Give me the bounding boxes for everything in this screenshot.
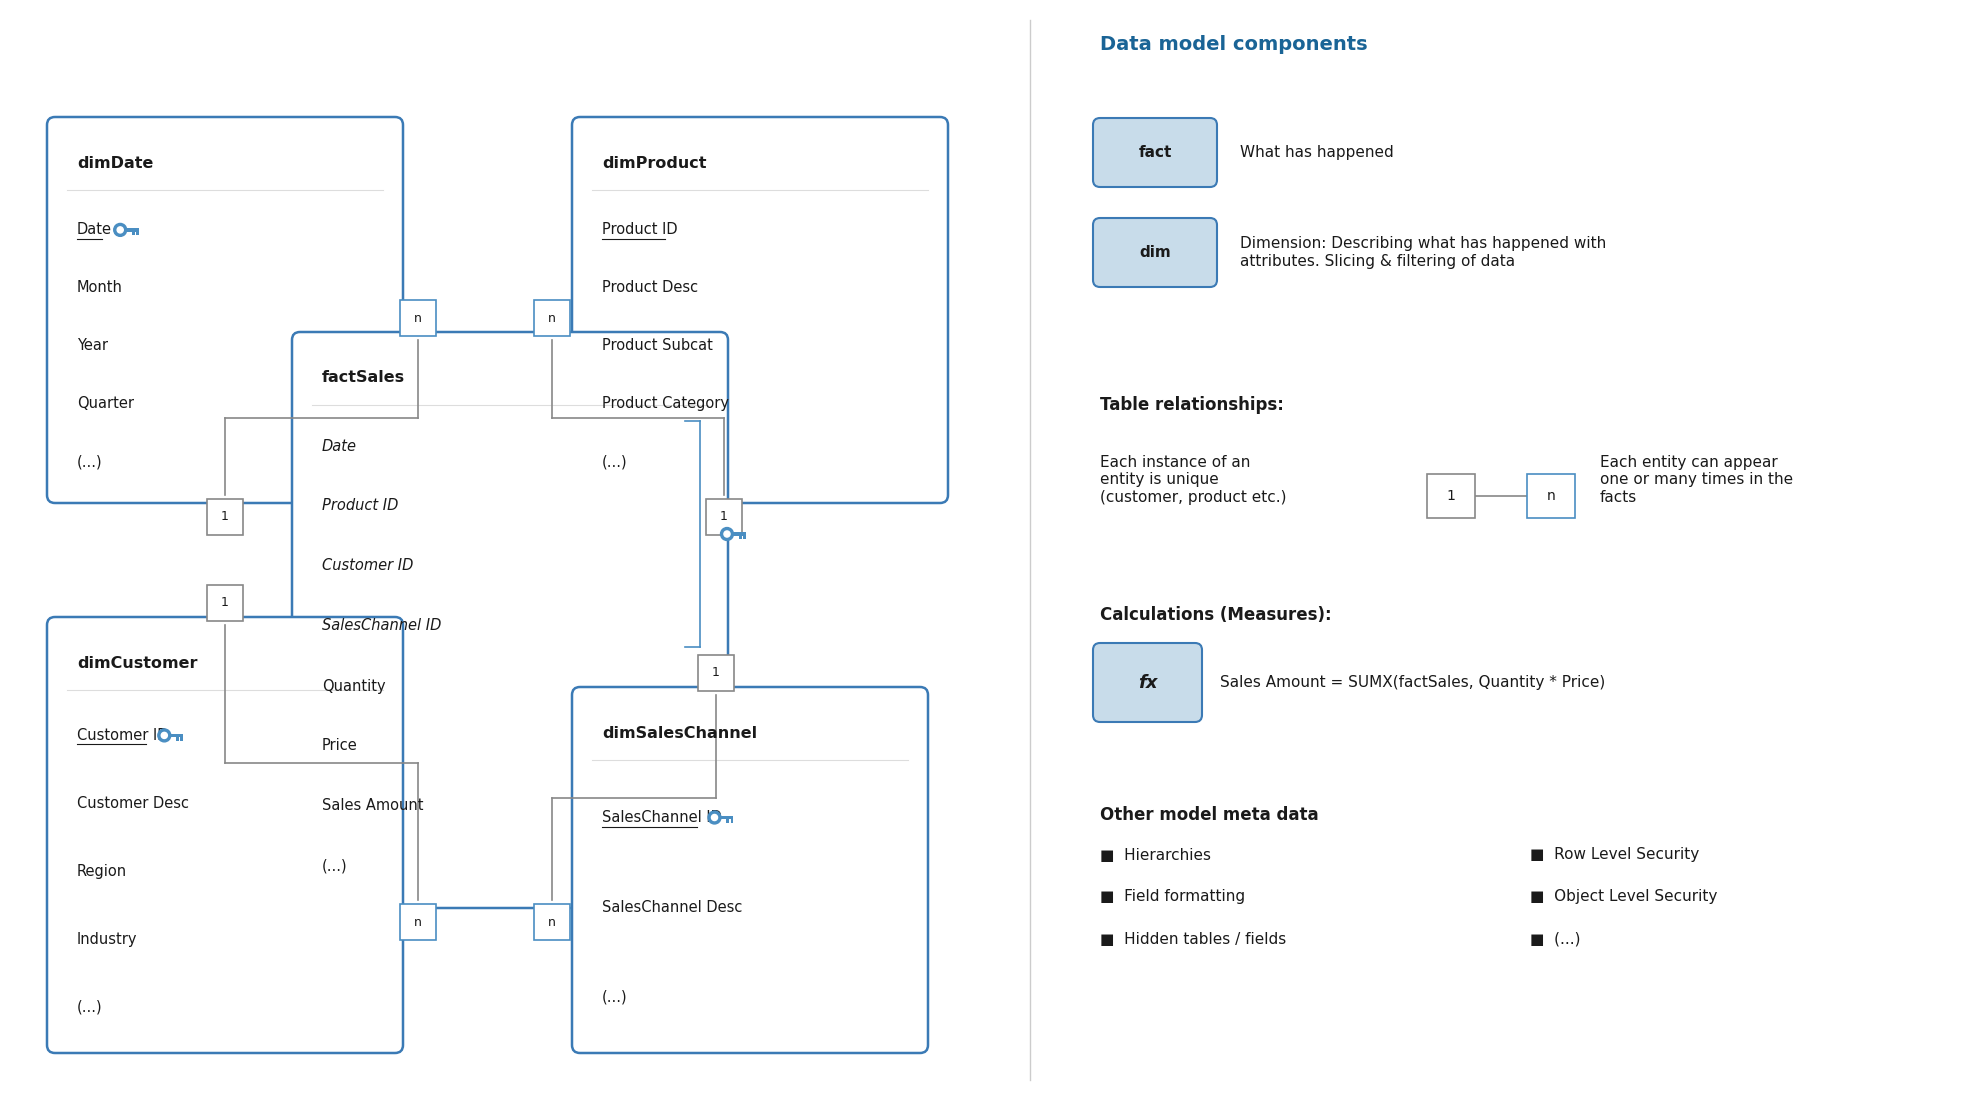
FancyBboxPatch shape [1092,644,1203,722]
Text: (...): (...) [77,454,103,470]
Circle shape [720,528,734,540]
Circle shape [712,814,718,821]
FancyBboxPatch shape [698,654,734,691]
Text: Region: Region [77,864,126,879]
Text: Year: Year [77,339,108,353]
FancyBboxPatch shape [1092,118,1217,187]
Text: ■  Hierarchies: ■ Hierarchies [1100,847,1211,862]
Text: 1: 1 [221,596,229,609]
Text: Product Category: Product Category [601,396,730,411]
FancyBboxPatch shape [718,816,734,820]
Text: ■  (...): ■ (...) [1530,932,1580,946]
Text: (...): (...) [601,454,627,470]
Text: Product ID: Product ID [321,498,398,514]
Circle shape [158,729,172,741]
FancyBboxPatch shape [136,232,140,235]
FancyBboxPatch shape [534,904,570,940]
Text: 1: 1 [712,667,720,680]
Text: Product Desc: Product Desc [601,280,698,296]
Text: (...): (...) [601,990,627,1005]
Text: 1: 1 [221,510,229,524]
Circle shape [708,811,722,824]
Text: Customer Desc: Customer Desc [77,796,189,811]
Text: Sales Amount = SUMX(factSales, Quantity * Price): Sales Amount = SUMX(factSales, Quantity … [1221,675,1605,690]
Text: Data model components: Data model components [1100,35,1369,55]
Text: factSales: factSales [321,371,404,385]
Text: Date: Date [321,439,357,453]
Circle shape [116,227,124,233]
FancyBboxPatch shape [132,232,134,235]
Text: Month: Month [77,280,122,296]
Text: dim: dim [1140,245,1171,260]
Text: Each entity can appear
one or many times in the
facts: Each entity can appear one or many times… [1599,455,1793,505]
Text: Calculations (Measures):: Calculations (Measures): [1100,606,1331,624]
FancyBboxPatch shape [534,300,570,336]
Text: ■  Hidden tables / fields: ■ Hidden tables / fields [1100,932,1286,946]
FancyBboxPatch shape [207,499,243,535]
Text: Sales Amount: Sales Amount [321,799,424,814]
Text: ■  Field formatting: ■ Field formatting [1100,890,1244,904]
FancyBboxPatch shape [168,734,183,737]
Text: n: n [548,915,556,928]
Text: Customer ID: Customer ID [77,728,168,743]
Text: Quantity: Quantity [321,679,387,693]
Circle shape [162,733,168,738]
FancyBboxPatch shape [124,228,138,232]
Text: dimDate: dimDate [77,155,154,170]
Text: n: n [414,311,422,324]
Text: ■  Object Level Security: ■ Object Level Security [1530,890,1718,904]
FancyBboxPatch shape [176,737,179,740]
FancyBboxPatch shape [400,300,436,336]
Text: n: n [1546,490,1556,503]
FancyBboxPatch shape [730,532,745,536]
Text: Product Subcat: Product Subcat [601,339,712,353]
Text: Table relationships:: Table relationships: [1100,396,1284,414]
Text: What has happened: What has happened [1240,145,1394,160]
Text: fx: fx [1138,673,1158,692]
Text: Price: Price [321,738,357,754]
Text: 1: 1 [1447,490,1455,503]
Text: SalesChannel ID: SalesChannel ID [601,810,722,825]
FancyBboxPatch shape [740,536,741,539]
FancyBboxPatch shape [207,585,243,622]
Text: SalesChannel ID: SalesChannel ID [321,618,442,634]
Circle shape [114,223,126,236]
Text: dimProduct: dimProduct [601,155,706,170]
Text: Product ID: Product ID [601,222,678,238]
Text: n: n [548,311,556,324]
Text: dimSalesChannel: dimSalesChannel [601,726,757,740]
Text: (...): (...) [321,858,347,873]
FancyBboxPatch shape [47,117,402,503]
FancyBboxPatch shape [1526,474,1576,518]
Circle shape [724,531,730,537]
Text: Other model meta data: Other model meta data [1100,806,1319,824]
FancyBboxPatch shape [726,820,730,823]
FancyBboxPatch shape [400,904,436,940]
FancyBboxPatch shape [1092,218,1217,287]
FancyBboxPatch shape [706,499,741,535]
FancyBboxPatch shape [572,117,949,503]
Text: fact: fact [1138,145,1171,160]
FancyBboxPatch shape [47,617,402,1053]
FancyBboxPatch shape [743,536,745,539]
Text: Each instance of an
entity is unique
(customer, product etc.): Each instance of an entity is unique (cu… [1100,455,1286,505]
Text: Quarter: Quarter [77,396,134,411]
FancyBboxPatch shape [181,737,183,740]
Text: Customer ID: Customer ID [321,559,414,573]
Text: (...): (...) [77,1000,103,1015]
FancyBboxPatch shape [732,820,734,823]
Text: n: n [414,915,422,928]
FancyBboxPatch shape [572,688,929,1053]
Text: Industry: Industry [77,932,138,947]
Text: dimCustomer: dimCustomer [77,656,197,671]
Text: SalesChannel Desc: SalesChannel Desc [601,900,741,915]
Text: Date: Date [77,222,112,238]
Text: Dimension: Describing what has happened with
attributes. Slicing & filtering of : Dimension: Describing what has happened … [1240,236,1607,268]
Text: ■  Row Level Security: ■ Row Level Security [1530,847,1700,862]
FancyBboxPatch shape [292,332,728,908]
Text: 1: 1 [720,510,728,524]
FancyBboxPatch shape [1428,474,1475,518]
